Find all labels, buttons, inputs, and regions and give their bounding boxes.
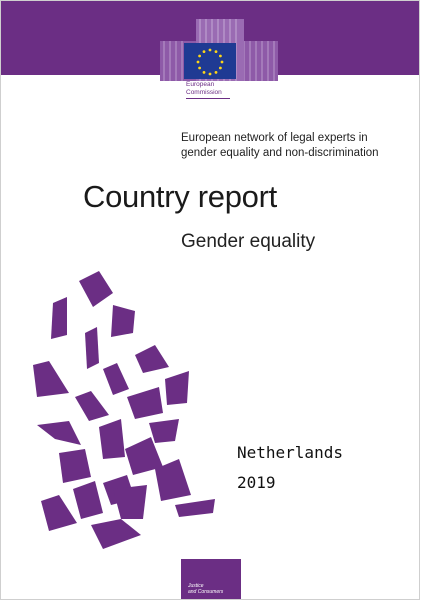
badge-line1: Justice	[188, 583, 204, 589]
decor-shape	[33, 361, 69, 397]
logo-line-european: European	[186, 81, 215, 88]
decor-shape	[59, 449, 91, 483]
country-name: Netherlands	[237, 443, 343, 462]
decor-shape	[127, 387, 163, 419]
decor-shape	[85, 327, 99, 369]
report-year: 2019	[237, 473, 276, 492]
european-commission-logo: European Commission	[160, 19, 278, 103]
decor-shape	[51, 297, 67, 339]
decor-shape	[165, 371, 189, 405]
logo-line-commission: Commission	[186, 88, 222, 96]
decor-shape	[135, 345, 169, 373]
decorative-shapes	[33, 271, 215, 549]
decor-shape	[149, 419, 179, 443]
network-title: European network of legal experts in gen…	[181, 131, 416, 161]
report-title: Country report	[83, 179, 277, 214]
decor-shape	[155, 459, 191, 501]
decor-shape	[79, 271, 113, 307]
decor-shape	[113, 485, 147, 519]
decor-shape	[37, 421, 81, 445]
network-title-line1: European network of legal experts in	[181, 132, 368, 144]
decor-shape	[99, 419, 125, 459]
decor-shape	[73, 481, 103, 519]
decor-shape	[103, 363, 129, 395]
report-subtitle: Gender equality	[181, 231, 316, 252]
badge-text: Justice and Consumers	[188, 583, 223, 595]
decor-shape	[91, 519, 141, 549]
decor-shape	[125, 437, 163, 475]
logo-underline	[186, 98, 230, 99]
berlaymont-building-icon	[160, 19, 278, 81]
decor-shape	[75, 391, 109, 421]
decor-shape	[111, 305, 135, 337]
decor-shape	[41, 495, 77, 531]
justice-consumers-badge: Justice and Consumers	[181, 559, 241, 599]
network-title-line2: gender equality and non-discrimination	[181, 147, 379, 159]
logo-wordmark: European Commission	[186, 81, 266, 96]
badge-line2: and Consumers	[188, 589, 224, 595]
decor-shape	[175, 499, 215, 517]
